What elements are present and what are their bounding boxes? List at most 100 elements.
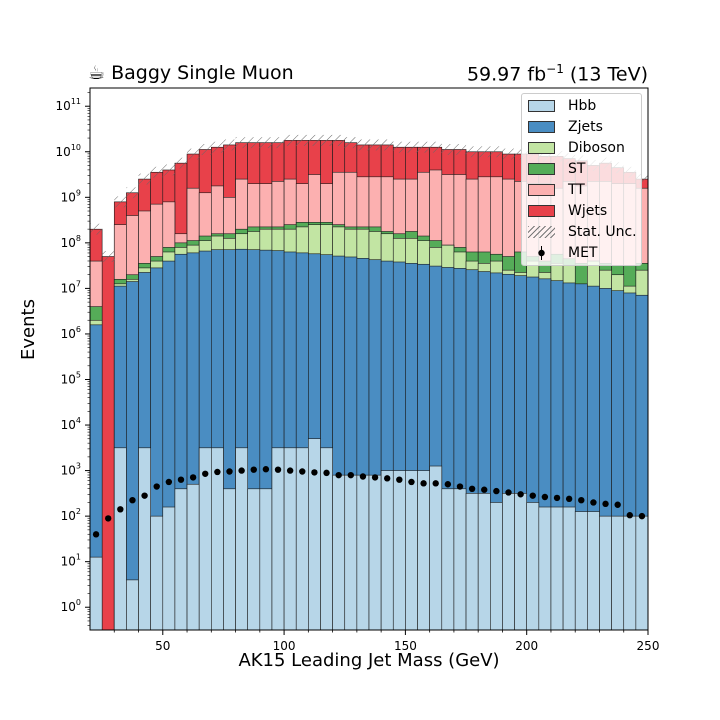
bar-hbb	[283, 447, 297, 631]
legend-label: TT	[568, 182, 585, 198]
legend-item-stat-unc: Stat. Unc.	[528, 223, 640, 241]
bar-hbb	[611, 515, 625, 631]
bar-hbb	[574, 511, 588, 631]
plot-title-left: ☕ Baggy Single Muon	[88, 62, 294, 84]
uncertainty-bin	[466, 146, 479, 158]
legend-item-zjets: Zjets	[528, 118, 640, 136]
uncertainty-bin	[296, 134, 309, 146]
legend-item-hbb: Hbb	[528, 97, 640, 115]
uncertainty-bin	[344, 137, 357, 149]
uncertainty-bin	[259, 137, 272, 149]
data-point-met	[541, 493, 549, 501]
data-point-met	[553, 494, 561, 502]
uncertainty-bin	[247, 137, 260, 149]
bar-hbb	[465, 493, 479, 631]
bar-hbb	[550, 506, 564, 631]
legend-swatch	[528, 205, 555, 217]
legend-item-st: ST	[528, 160, 640, 178]
uncertainty-bin	[490, 146, 503, 158]
bar-hbb	[441, 488, 455, 631]
uncertainty-bin	[381, 139, 394, 151]
data-point-met	[92, 531, 100, 538]
uncertainty-bin	[150, 166, 163, 178]
data-point-met	[529, 492, 536, 499]
data-point-met	[274, 466, 282, 473]
bar-hbb	[223, 488, 236, 631]
uncertainty-bin	[199, 144, 212, 155]
uncertainty-bin	[284, 134, 297, 146]
x-tick-label: 150	[394, 639, 417, 653]
data-point-met	[505, 489, 512, 496]
bar-hbb	[138, 447, 151, 631]
plot-title-text: Baggy Single Muon	[111, 62, 294, 84]
data-point-met	[299, 468, 306, 475]
x-tick-label: 200	[515, 639, 538, 653]
data-point-met	[468, 485, 476, 493]
data-point-met	[141, 492, 148, 499]
legend: Hbb Zjets Diboson ST TT Wjets Stat. Unc. MET	[521, 93, 642, 266]
data-point-met	[153, 483, 160, 490]
uncertainty-bin	[478, 146, 491, 158]
x-tick-label: 50	[155, 639, 170, 653]
data-point-met	[323, 469, 330, 477]
bar-hbb	[150, 515, 164, 631]
uncertainty-bin	[187, 148, 200, 160]
legend-item-met: MET	[528, 244, 640, 262]
legend-item-tt: TT	[528, 181, 640, 199]
data-point-met	[359, 473, 367, 480]
uncertainty-bin	[174, 157, 188, 169]
legend-label: Stat. Unc.	[568, 224, 637, 240]
uncertainty-bin	[223, 139, 236, 151]
y-tick-label: 105	[61, 370, 81, 386]
bar-hbb	[126, 579, 139, 631]
bar-hbb	[490, 502, 503, 631]
y-tick-label: 101	[61, 553, 81, 569]
bar-hbb	[356, 474, 370, 631]
data-point-met	[638, 512, 646, 520]
bar-hbb	[259, 488, 273, 631]
data-point-met	[565, 495, 573, 503]
bar-hbb	[562, 506, 576, 631]
legend-item-wjets: Wjets	[528, 202, 640, 220]
data-point-met	[626, 512, 634, 519]
bar-hbb	[526, 502, 540, 631]
legend-label: Diboson	[568, 140, 625, 156]
legend-swatch	[528, 121, 555, 133]
uncertainty-bin	[126, 187, 139, 199]
x-axis-label: AK15 Leading Jet Mass (GeV)	[238, 650, 500, 671]
data-point-met	[396, 476, 403, 483]
bar-hbb	[235, 447, 248, 631]
y-tick-label: 102	[61, 507, 81, 523]
y-tick-label: 106	[61, 325, 81, 341]
plot-frame	[89, 87, 649, 631]
uncertainty-bin	[502, 148, 515, 160]
data-point-met	[202, 470, 209, 477]
data-point-met	[117, 506, 124, 513]
bar-hbb	[308, 438, 321, 631]
uncertainty-bin	[271, 137, 285, 149]
data-point-met	[517, 491, 524, 498]
y-axis-label: Events	[18, 299, 39, 360]
legend-label: Hbb	[568, 98, 597, 114]
uncertainty-bin	[369, 139, 382, 151]
bar-wjets	[101, 256, 115, 631]
data-point-met	[383, 475, 391, 482]
data-point-met	[104, 515, 112, 522]
legend-label: MET	[568, 245, 598, 261]
bar-hbb	[380, 470, 394, 631]
bar-hbb	[186, 483, 200, 631]
data-point-met	[371, 474, 379, 481]
y-tick-label: 108	[61, 234, 81, 250]
legend-swatch	[528, 163, 555, 175]
bar-hbb	[502, 493, 515, 631]
data-point-met	[226, 468, 233, 475]
data-point-met	[408, 478, 415, 486]
data-point-met	[614, 501, 621, 508]
data-point-met	[493, 487, 500, 495]
data-point-met	[177, 476, 185, 483]
bar-hbb	[538, 506, 552, 631]
uncertainty-bin	[138, 173, 151, 185]
bar-hbb	[417, 470, 430, 631]
data-point-met	[347, 471, 355, 479]
bar-hbb	[247, 488, 261, 631]
